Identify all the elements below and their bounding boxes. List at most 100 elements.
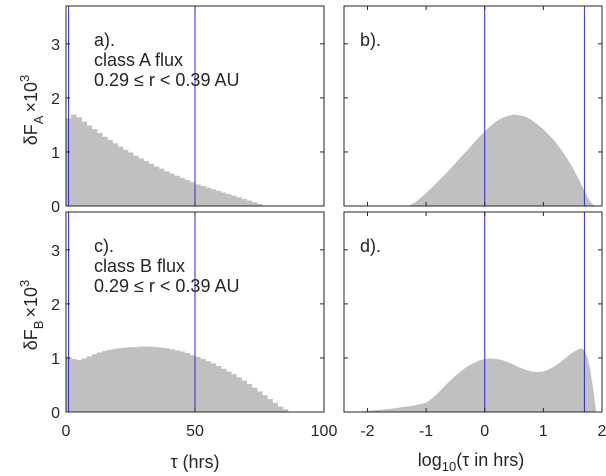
ylabel-top-exp: 3 [17, 75, 32, 82]
panel-b: b). [343, 5, 603, 207]
bar-c-17 [153, 347, 160, 412]
bar-c-9 [112, 348, 118, 412]
xtick-label-c-0: 0 [62, 423, 71, 440]
bar-c-31 [225, 371, 232, 412]
ylabel-top-mult: ×10 [21, 82, 41, 113]
bar-c-12 [127, 347, 134, 412]
annotation-d-0: d). [360, 236, 381, 256]
bar-c-7 [102, 350, 108, 412]
bar-a-1 [71, 114, 77, 206]
bar-a-31 [225, 194, 232, 206]
bar-c-4 [86, 356, 93, 412]
ytick-label-a-3: 3 [51, 37, 60, 54]
bar-a-24 [189, 182, 196, 206]
xlabel-right-mid: (τ in hrs) [456, 450, 524, 470]
annotation-a-1: class A flux [94, 50, 183, 70]
bar-a-10 [117, 146, 124, 206]
bar-a-2 [76, 117, 82, 206]
annotation-b-0: b). [360, 30, 381, 50]
xlabel-left: τ (hrs) [170, 452, 219, 472]
bar-c-3 [81, 358, 88, 412]
bar-c-32 [231, 374, 237, 412]
bar-c-36 [251, 387, 258, 412]
bar-c-26 [200, 359, 206, 412]
bar-c-2 [76, 360, 82, 412]
bar-c-1 [71, 359, 77, 412]
xlabel-right: log10(τ in hrs) [418, 450, 525, 474]
bar-a-26 [200, 186, 206, 206]
bar-a-8 [107, 140, 113, 206]
bar-c-8 [107, 349, 113, 412]
area-d [355, 348, 597, 412]
panel-d: -2 -1 0 1 2 d). [343, 211, 606, 440]
bar-a-11 [122, 149, 129, 206]
bar-c-38 [262, 395, 268, 412]
xtick-label-c-2: 100 [311, 423, 338, 440]
bar-c-34 [241, 380, 247, 412]
bar-a-18 [158, 168, 165, 206]
bar-c-10 [117, 348, 124, 412]
ytick-label-a-2: 2 [51, 91, 60, 108]
bar-c-33 [236, 377, 242, 412]
bar-a-9 [112, 143, 118, 206]
ylabel-bottom-exp: 3 [17, 280, 32, 287]
bar-a-15 [143, 161, 149, 206]
xtick-label-d-0: -2 [360, 423, 374, 440]
bar-c-28 [210, 363, 217, 412]
bar-c-20 [169, 349, 175, 412]
ytick-label-a-0: 0 [51, 199, 60, 216]
bar-a-36 [251, 202, 258, 206]
bar-c-35 [246, 383, 253, 412]
bar-c-42 [282, 409, 289, 412]
bar-a-16 [148, 163, 155, 206]
bar-c-23 [184, 353, 191, 412]
bar-a-34 [241, 198, 247, 206]
bar-a-14 [138, 158, 144, 206]
bar-c-30 [220, 368, 227, 412]
bar-a-4 [86, 125, 93, 206]
xtick-label-d-4: 2 [598, 423, 606, 440]
bar-c-41 [277, 406, 284, 412]
bar-c-21 [174, 350, 180, 412]
ytick-label-c-2: 2 [51, 297, 60, 314]
bar-c-22 [179, 351, 186, 412]
bar-c-24 [189, 355, 196, 412]
bar-c-13 [133, 347, 139, 412]
ylabel-bottom: δFB ×103 [17, 280, 46, 350]
ytick-label-c-0: 0 [51, 405, 60, 422]
bar-a-30 [220, 192, 227, 206]
bar-c-11 [122, 347, 129, 412]
ylabel-top-base: δF [21, 124, 41, 145]
bar-c-15 [143, 346, 149, 412]
bar-c-5 [91, 354, 98, 412]
bar-a-35 [246, 200, 253, 206]
ylabel-bottom-mult: ×10 [21, 287, 41, 318]
bar-a-37 [256, 203, 263, 206]
xtick-label-d-3: 1 [539, 423, 548, 440]
annotation-a-2: 0.29 ≤ r < 0.39 AU [94, 70, 239, 90]
bar-a-5 [91, 129, 98, 206]
ylabel-top: δFA ×103 [17, 75, 46, 145]
bar-c-16 [148, 346, 155, 412]
xtick-label-d-2: 0 [480, 423, 489, 440]
bar-a-29 [215, 190, 222, 206]
ytick-label-c-1: 1 [51, 351, 60, 368]
annotation-c-0: c). [94, 236, 114, 256]
axes-box-b [343, 5, 603, 207]
bar-a-19 [164, 171, 170, 206]
annotation-c-2: 0.29 ≤ r < 0.39 AU [94, 276, 239, 296]
area-b [408, 114, 597, 206]
bar-c-19 [164, 348, 170, 412]
bar-c-40 [272, 402, 278, 412]
bar-c-18 [158, 347, 165, 412]
annotation-c-1: class B flux [94, 256, 185, 276]
bar-a-12 [127, 152, 134, 206]
bar-c-25 [195, 356, 201, 412]
bar-a-25 [195, 184, 201, 206]
ytick-label-a-1: 1 [51, 145, 60, 162]
bar-a-22 [179, 177, 186, 206]
